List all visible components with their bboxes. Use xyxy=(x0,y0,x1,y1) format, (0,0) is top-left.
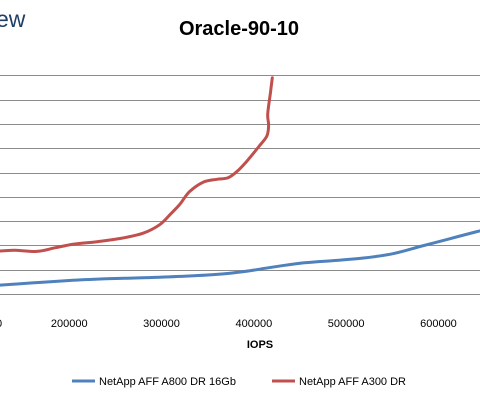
x-tick-label-1: 300000 xyxy=(143,318,180,330)
x-tick-label-0: 200000 xyxy=(51,318,88,330)
x-tick-labels: 200000 300000 400000 500000 600000 0 xyxy=(0,318,457,330)
legend: NetApp AFF A800 DR 16Gb NetApp AFF A300 … xyxy=(72,376,406,388)
x-axis-label: IOPS xyxy=(247,339,273,351)
x-tick-label-3: 500000 xyxy=(328,318,365,330)
legend-label-a800: NetApp AFF A800 DR 16Gb xyxy=(99,376,236,388)
gridlines xyxy=(0,75,480,295)
chart-title: Oracle-90-10 xyxy=(179,18,299,40)
legend-label-a300: NetApp AFF A300 DR xyxy=(299,376,406,388)
brand-logo-text: ew xyxy=(0,6,26,32)
x-tick-label-edge: 0 xyxy=(0,318,2,330)
series-line-1 xyxy=(0,76,274,253)
series-lines xyxy=(0,76,480,287)
x-tick-label-4: 600000 xyxy=(420,318,457,330)
x-tick-label-2: 400000 xyxy=(235,318,272,330)
series-line-0 xyxy=(0,229,480,287)
